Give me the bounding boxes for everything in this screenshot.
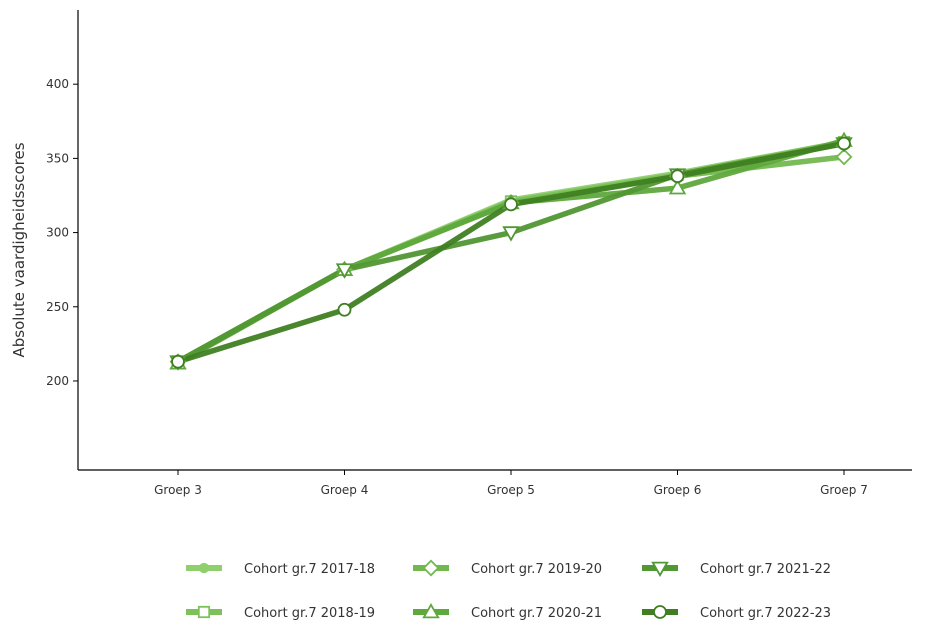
x-tick-label: Groep 4 [321, 483, 369, 497]
legend-item: Cohort gr.7 2018-19 [186, 605, 375, 621]
y-tick-label: 200 [46, 374, 69, 388]
data-point-s5-0 [171, 354, 185, 369]
x-tick-label: Groep 5 [487, 483, 535, 497]
legend: Cohort gr.7 2017-18 Cohort gr.7 2018-19 Co… [186, 559, 831, 621]
y-tick-label: 300 [46, 226, 69, 240]
series-lines [175, 137, 847, 366]
legend-marker [422, 602, 440, 619]
legend-marker [422, 559, 440, 577]
legend-item: Cohort gr.7 2021-22 [642, 561, 831, 578]
legend-label: Cohort gr.7 2022-23 [700, 606, 831, 621]
legend-item: Cohort gr.7 2017-18 [186, 562, 375, 577]
legend-label: Cohort gr.7 2020-21 [471, 606, 602, 621]
legend-marker [651, 561, 669, 578]
legend-item: Cohort gr.7 2022-23 [642, 605, 831, 621]
data-point-s3-3 [668, 179, 687, 195]
series-markers [169, 131, 853, 371]
y-axis-title: Absolute vaardigheidsscores [10, 142, 28, 357]
data-point-s4-2 [502, 226, 520, 242]
y-tick-label: 250 [46, 300, 69, 314]
data-point-s5-4 [837, 136, 851, 151]
series-line-5 [175, 140, 847, 365]
x-tick-label: Groep 3 [154, 483, 202, 497]
legend-label: Cohort gr.7 2017-18 [244, 562, 375, 577]
legend-marker [653, 605, 667, 619]
legend-label: Cohort gr.7 2019-20 [471, 562, 602, 577]
y-tick-label: 350 [46, 151, 69, 165]
data-point-s5-3 [670, 169, 685, 184]
data-point-s5-1 [337, 302, 352, 317]
data-point-s4-1 [335, 263, 354, 279]
legend-marker [197, 605, 211, 619]
x-tick-label: Groep 6 [654, 483, 702, 497]
data-point-s2-4 [835, 148, 853, 166]
legend-item: Cohort gr.7 2019-20 [413, 559, 602, 577]
x-tick-label: Groep 7 [820, 483, 868, 497]
y-tick-label: 400 [46, 77, 69, 91]
legend-label: Cohort gr.7 2018-19 [244, 606, 375, 621]
legend-marker [198, 562, 210, 574]
data-point-s5-2 [504, 197, 518, 212]
legend-label: Cohort gr.7 2021-22 [700, 562, 831, 577]
axes: 200 250 300 350 400 Groep 3 Groep 4 Groep 5 Groe… [10, 10, 912, 497]
legend-item: Cohort gr.7 2020-21 [413, 602, 602, 621]
